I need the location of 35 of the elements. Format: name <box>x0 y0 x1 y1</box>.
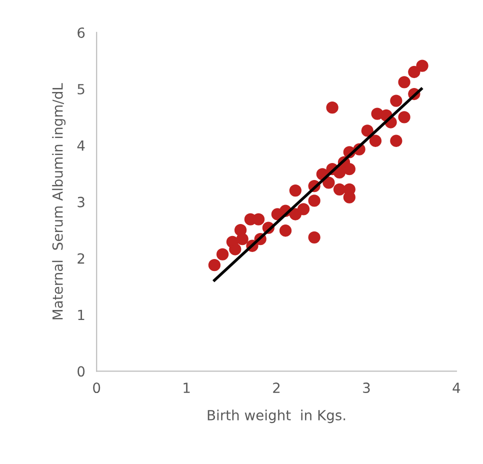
point <box>333 183 346 196</box>
point <box>343 163 356 176</box>
y-axis-title: Maternal Serum Albumin ingm/dL <box>52 83 66 320</box>
point <box>416 60 428 72</box>
x-axis-title: Birth weight in Kgs. <box>208 410 346 424</box>
point <box>390 134 402 147</box>
y-tick-label: 5 <box>78 84 84 94</box>
point <box>297 203 310 216</box>
y-tick-label: 4 <box>77 140 85 151</box>
x-tick-label: 4 <box>452 382 460 393</box>
point <box>216 248 229 260</box>
point <box>308 194 320 207</box>
point <box>369 134 382 147</box>
point <box>308 231 320 244</box>
point <box>322 176 335 189</box>
point <box>236 233 248 246</box>
y-tick-label: 2 <box>78 253 84 264</box>
x-tick-label: 1 <box>184 382 190 393</box>
y-tick-label: 6 <box>78 27 85 38</box>
x-tick-label: 3 <box>363 382 370 394</box>
point <box>390 94 402 107</box>
point <box>208 258 221 272</box>
x-tick-label: 0 <box>93 382 100 394</box>
x-tick-label: 2 <box>273 382 280 393</box>
y-tick-label: 1 <box>78 310 84 320</box>
y-tick-label: 0 <box>78 366 85 377</box>
point <box>289 184 302 197</box>
point <box>398 111 410 124</box>
point <box>398 76 410 88</box>
point <box>279 224 292 237</box>
point <box>326 101 338 114</box>
y-tick-label: 3 <box>78 196 84 208</box>
point <box>408 66 420 78</box>
point <box>229 243 242 256</box>
point <box>361 124 374 137</box>
